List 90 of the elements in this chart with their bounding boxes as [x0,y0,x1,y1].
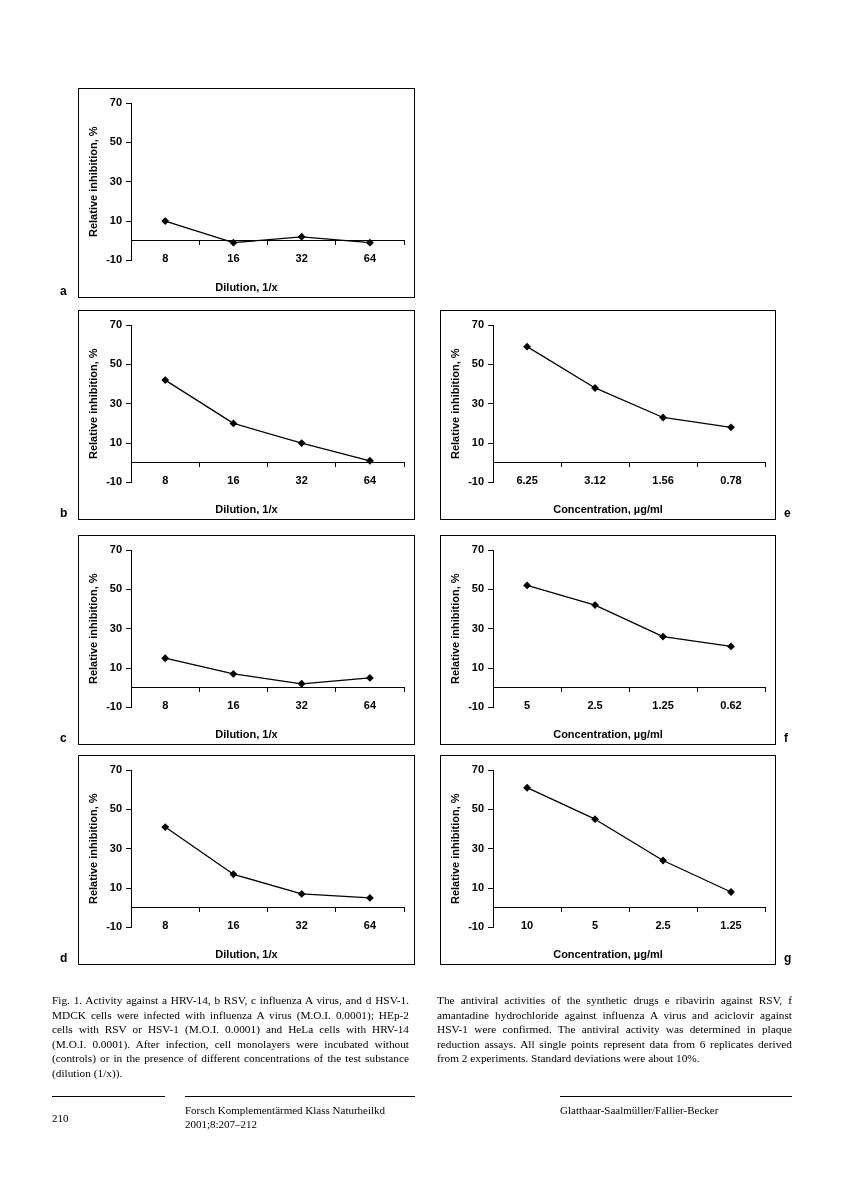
y-tick-label: 70 [109,543,123,556]
text: The antiviral activities of the synthetic drugs e ribavirin against RSV, f amantadine hydrochloride against influenza A virus and aciclovir against HSV-1 were confirmed. The antiviral activity was determined in plaque reduction assays. All single points represent data from 6 replicates derived from 2 experiments. Standard deviations were about 10%. [437,993,792,1066]
x-tick-label: 5 [524,699,531,712]
y-tick-label: 50 [109,135,123,148]
x-tick-label: 5 [592,919,599,932]
x-tick-label: 32 [295,252,308,265]
x-tick-label: 64 [363,919,377,932]
y-tick-label: 70 [109,318,123,331]
y-tick-label: 30 [109,621,123,634]
y-tick-label: 30 [471,621,485,634]
x-tick-label: 0.78 [720,474,742,487]
y-tick-label: 50 [471,802,485,815]
x-tick-label: 2.5 [587,699,603,712]
x-axis-title: Concentration, µg/ml [552,503,664,515]
y-tick-label: 70 [471,543,485,556]
text: 210 [52,1111,70,1125]
y-tick-label: 50 [471,582,485,595]
x-tick-label: 64 [363,699,377,712]
x-tick-label: 64 [363,474,377,487]
y-tick-label: -10 [468,475,485,488]
y-tick-label: 30 [471,841,485,854]
y-tick-label: 50 [109,582,123,595]
y-axis-title: Relative inhibition, % [86,126,99,238]
x-tick-label: 2.5 [655,919,671,932]
x-tick-label: 16 [227,699,240,712]
x-tick-label: 64 [363,252,377,265]
text: 2001;8:207–212 [185,1117,259,1131]
text: Glatthaar-Saalmüller/Fallier-Becker [560,1103,720,1117]
y-tick-label: 10 [471,436,485,449]
x-tick-label: 16 [227,919,240,932]
y-tick-label: 10 [109,436,123,449]
text: g [784,951,792,965]
x-tick-label: 16 [227,474,240,487]
y-tick-label: 70 [109,96,123,109]
y-tick-label: 30 [109,841,123,854]
x-tick-label: 3.12 [584,474,606,487]
y-tick-label: 50 [109,357,123,370]
y-tick-label: 10 [109,214,123,227]
x-tick-label: 6.25 [516,474,538,487]
x-axis-title: Dilution, 1/x [214,281,279,293]
text: f [784,731,788,745]
x-tick-label: 0.62 [720,699,742,712]
text: e [784,506,791,520]
x-tick-label: 1.25 [652,699,674,712]
y-tick-label: 70 [471,763,485,776]
text: Forsch Komplementärmed Klass Naturheilkd [185,1103,387,1117]
y-axis-title: Relative inhibition, % [86,573,99,685]
x-tick-label: 1.25 [720,919,742,932]
y-tick-label: 30 [471,396,485,409]
x-axis-title: Concentration, µg/ml [552,728,664,740]
y-tick-label: 10 [109,881,123,894]
y-axis-title: Relative inhibition, % [448,573,461,685]
y-tick-label: -10 [468,920,485,933]
y-tick-label: 70 [471,318,485,331]
x-tick-label: 32 [295,919,308,932]
y-tick-label: -10 [106,700,123,713]
x-axis-title: Concentration, µg/ml [552,948,664,960]
y-tick-label: 10 [109,661,123,674]
y-tick-label: 50 [109,802,123,815]
y-axis-title: Relative inhibition, % [86,793,99,905]
y-axis-title: Relative inhibition, % [448,793,461,905]
y-tick-label: 10 [471,661,485,674]
y-axis-title: Relative inhibition, % [448,348,461,460]
text: d [60,951,68,965]
y-axis-title: Relative inhibition, % [86,348,99,460]
x-tick-label: 16 [227,252,240,265]
x-tick-label: 10 [520,919,534,932]
y-tick-label: -10 [106,475,123,488]
y-tick-label: -10 [468,700,485,713]
caption: Fig. 1. Activity against a HRV-14, b RSV, c influenza A virus, and d HSV-1. MDCK cells were infected with influenza A virus (M.O.I. 0.0001); HEp-2 cells with RSV or HSV-1 (M.O.I. 0.0001) and HeLa cells with HRV-14 (M.O.I. 0.0001). After infection, cell monolayers were incubated without (controls) or in the presence of different concentrations of the test substance (dilution (1/x)). [52,993,409,1080]
x-tick-label: 32 [295,699,308,712]
x-tick-label: 8 [162,699,169,712]
text: a [60,284,67,298]
x-axis-title: Dilution, 1/x [214,948,279,960]
y-tick-label: 70 [109,763,123,776]
text: b [60,506,68,520]
x-tick-label: 32 [295,474,308,487]
y-tick-label: -10 [106,253,123,266]
x-axis-title: Dilution, 1/x [214,503,279,515]
text: c [60,731,67,745]
y-tick-label: 10 [471,881,485,894]
x-tick-label: 8 [162,474,169,487]
x-tick-label: 8 [162,919,169,932]
x-axis-title: Dilution, 1/x [214,728,279,740]
y-tick-label: 30 [109,396,123,409]
x-tick-label: 1.56 [652,474,674,487]
y-tick-label: -10 [106,920,123,933]
y-tick-label: 50 [471,357,485,370]
x-tick-label: 8 [162,252,169,265]
y-tick-label: 30 [109,174,123,187]
